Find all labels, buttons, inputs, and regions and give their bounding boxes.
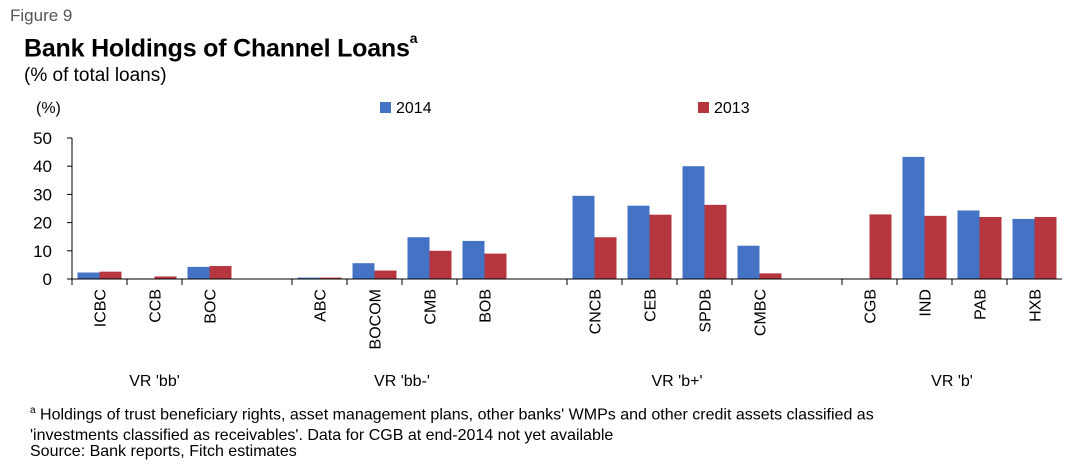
y-tick-label: 20 [33,214,52,233]
chart-subtitle: (% of total loans) [24,65,167,86]
bar-2013-cmb [429,250,452,279]
y-axis-unit-label: (%) [36,100,61,117]
footnote-line-1: a Holdings of trust beneficiary rights, … [30,400,874,425]
x-tick-label: CMB [423,289,440,325]
bar-2014-cmbc [737,245,760,279]
y-tick-label: 40 [33,157,52,176]
bar-2014-ind [902,156,925,279]
y-tick-label: 50 [33,129,52,148]
bar-2013-cncb [594,237,617,279]
bar-2014-boc [187,266,210,279]
bar-2013-bocom [374,270,397,279]
bar-2014-spdb [682,166,705,279]
bar-2014-abc [297,277,320,279]
group-label: VR 'b+' [651,373,702,390]
bar-2014-cncb [572,195,595,279]
bar-2013-cgb [869,214,892,279]
bar-2013-bob [484,253,507,279]
bar-2013-pab [979,216,1002,279]
bar-2014-icbc [77,272,100,279]
footnote: a Holdings of trust beneficiary rights, … [30,400,874,446]
x-tick-label: CEB [643,289,660,322]
bar-2014-bocom [352,263,375,279]
x-tick-label: CGB [863,289,880,324]
x-tick-label: BOCOM [368,289,385,349]
x-tick-label: BOC [203,289,220,324]
x-tick-label: CMBC [753,289,770,336]
bar-2013-cmbc [759,273,782,279]
bar-2014-bob [462,240,485,279]
bar-2013-ind [924,215,947,279]
figure-label: Figure 9 [10,6,73,25]
title-footnote-marker: a [409,30,418,46]
bar-2013-hxb [1034,216,1057,279]
group-label: VR 'b' [931,373,973,390]
group-label: VR 'bb' [129,373,180,390]
chart-title-text: Bank Holdings of Channel Loans [24,34,410,63]
x-tick-label: PAB [973,289,990,320]
x-tick-label: CCB [148,289,165,323]
y-tick-label: 0 [43,270,52,289]
bar-2013-ccb [154,276,177,279]
x-tick-label: IND [918,289,935,317]
source-note: Source: Bank reports, Fitch estimates [30,443,297,460]
bar-2013-icbc [99,271,122,279]
footnote-marker: a [30,405,36,416]
group-label: VR 'bb-' [374,373,430,390]
footnote-line-2: 'investments classified as receivables'.… [30,427,614,445]
footnote-text-1: Holdings of trust beneficiary rights, as… [40,406,874,424]
bar-2013-spdb [704,204,727,279]
y-tick-label: 10 [33,242,52,261]
bar-2014-pab [957,210,980,279]
x-tick-label: ABC [313,289,330,322]
x-tick-label: BOB [478,289,495,323]
x-tick-label: ICBC [93,289,110,327]
x-tick-label: SPDB [698,289,715,333]
bar-2013-boc [209,266,232,279]
chart-title: Bank Holdings of Channel Loansa [24,30,417,63]
bar-2014-hxb [1012,218,1035,279]
bar-2013-abc [319,277,342,279]
legend-label-2013: 2013 [714,100,750,117]
bar-2014-cmb [407,237,430,279]
bar-chart: (%) 0 10 20 30 40 50 2014 2013 ICBC CCB BOC ABC BOCOM… [33,100,1062,390]
y-tick-label: 30 [33,185,52,204]
bar-2014-ceb [627,205,650,279]
legend-swatch-2014 [380,102,391,113]
x-tick-label: CNCB [588,289,605,334]
bar-2013-ceb [649,214,672,279]
x-tick-label: HXB [1028,289,1045,322]
legend-label-2014: 2014 [396,100,432,117]
legend-swatch-2013 [698,102,709,113]
